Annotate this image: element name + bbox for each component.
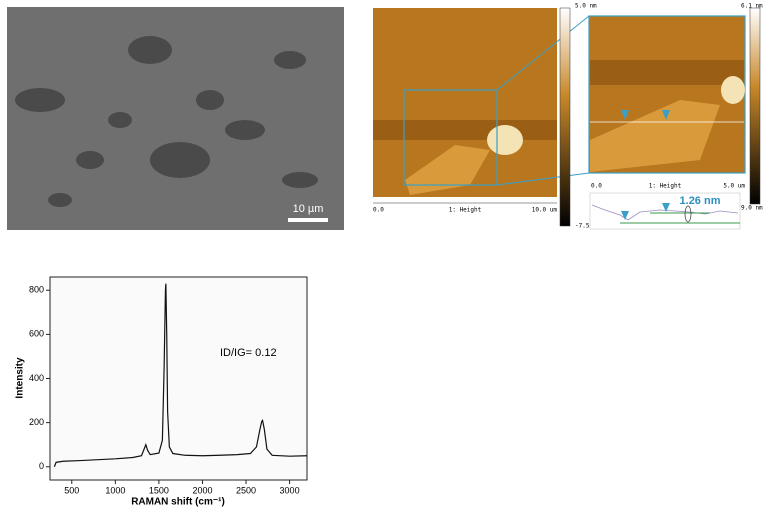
axis-end: 10.0 um [532,207,558,214]
x-tick-label: 2500 [236,485,256,495]
x-tick-label: 500 [64,485,79,495]
y-tick-label: 800 [29,285,44,295]
annotation: ID/IG= 0.12 [220,347,277,359]
colorbar-max: 6.1 nm [741,3,763,10]
y-tick-label: 600 [29,329,44,339]
y-tick-label: 400 [29,373,44,383]
axis-start: 0.0 [591,183,602,190]
colorbar-min: -7.5 nm [575,223,601,230]
colorbar-min: 9.0 nm [741,205,763,212]
x-tick-label: 1000 [105,485,125,495]
x-tick-label: 1500 [149,485,169,495]
sem-image: 10 µm [7,7,344,230]
spectrum-line [53,283,308,467]
raman-chart: Intensity RAMAN shift (cm⁻¹) ID/IG= 0.12… [15,276,308,508]
colorbar-max: 5.0 nm [575,3,597,10]
y-axis-label: Intensity [15,357,26,399]
step-height-label: 1.26 nm [680,195,721,207]
axis-end: 5.0 um [723,183,745,190]
height-profile: 1.26 nm [589,192,741,230]
x-tick-label: 3000 [280,485,300,495]
x-tick-label: 2000 [192,485,212,495]
scale-bar-label: 10 µm [293,203,324,215]
channel-label: 1: Height [449,207,482,214]
y-tick-label: 200 [29,417,44,427]
afm-zoom: 6.1 nm 9.0 nm 0.0 1: Height 5.0 um [588,3,763,212]
afm-large: 5.0 nm -7.5 nm 0.0 1: Height 10.0 um [373,3,601,230]
axis-start: 0.0 [373,207,384,214]
x-axis-label: RAMAN shift (cm⁻¹) [131,497,225,508]
y-tick-label: 0 [39,461,44,471]
channel-label: 1: Height [649,183,682,190]
